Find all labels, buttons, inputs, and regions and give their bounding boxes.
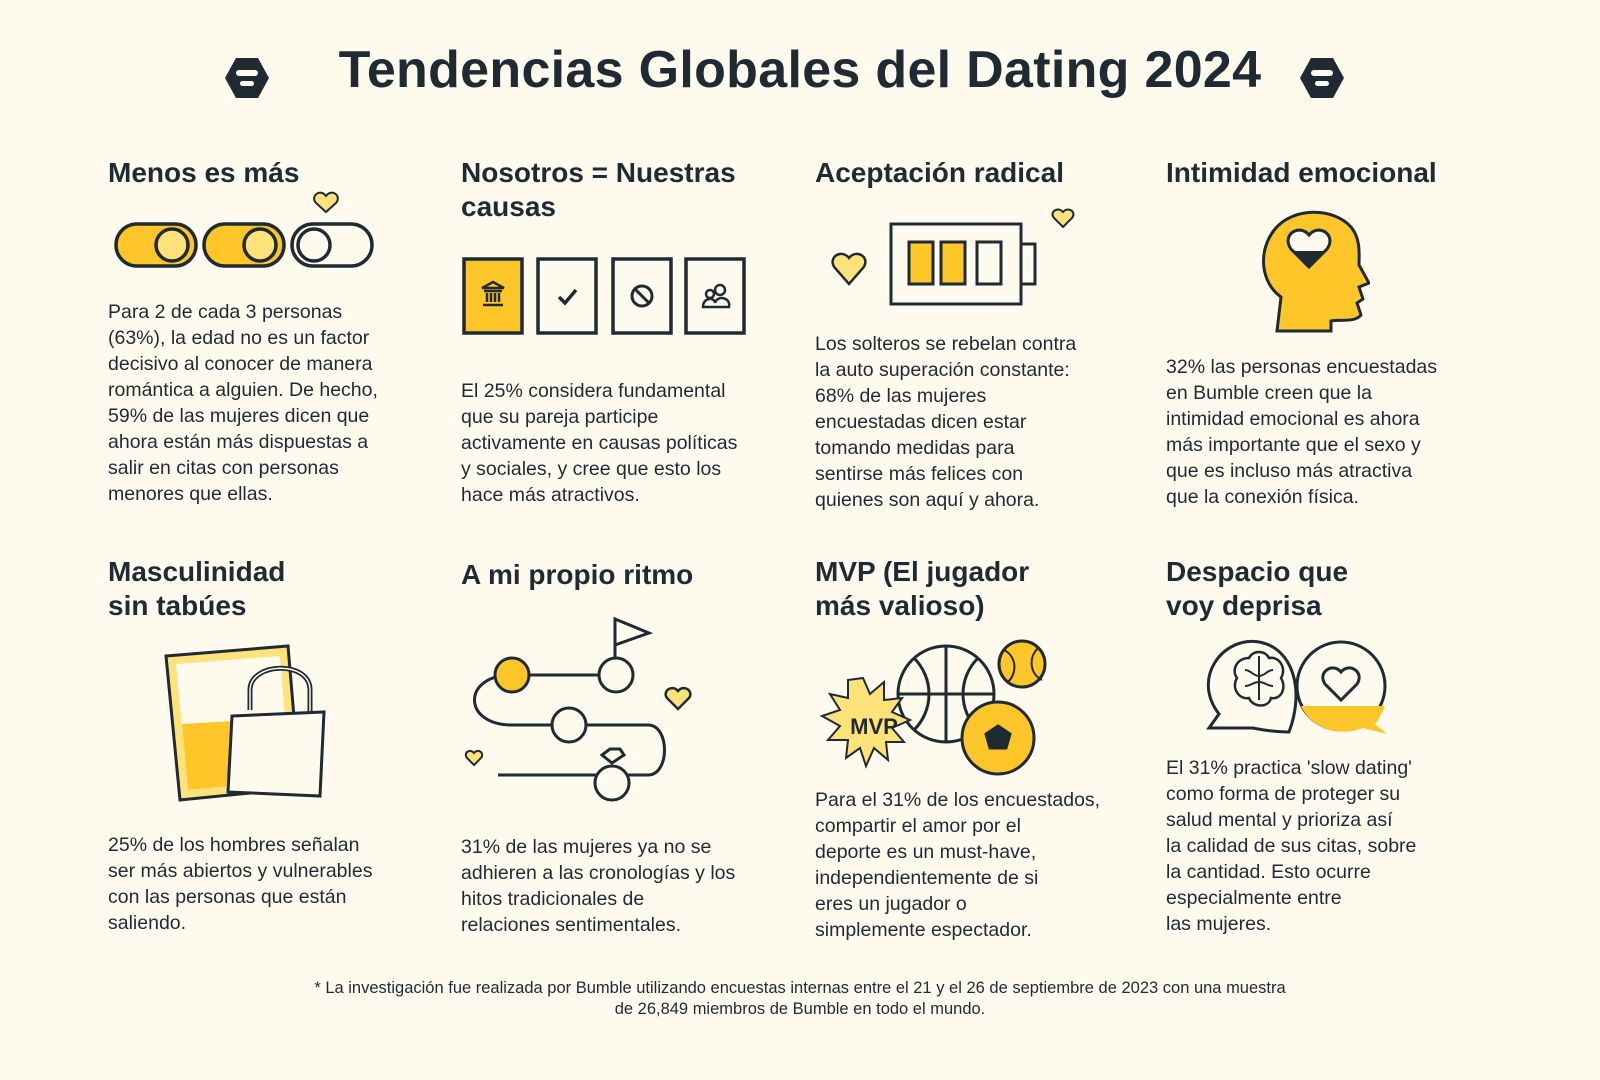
prohibited-icon — [630, 284, 654, 308]
group-icon — [701, 283, 731, 309]
brain-heart-bubbles-icon — [1206, 639, 1387, 734]
card-title-menos-es-mas: Menos es más — [108, 157, 300, 188]
sports-balls-icon: MVP — [819, 639, 1047, 776]
institution-icon — [481, 280, 505, 307]
winding-path-icon — [464, 616, 692, 802]
card-text-aceptacion: Los solteros se rebelan contra la auto s… — [815, 333, 1077, 511]
card-text-nosotros: El 25% considera fundamental que su pare… — [461, 380, 738, 506]
starburst-badge-icon — [819, 676, 913, 769]
footnote: * La investigación fue realizada por Bum… — [314, 979, 1286, 1018]
card-title-aceptacion: Aceptación radical — [815, 157, 1064, 188]
toggles-icon — [114, 191, 374, 268]
mvp-badge-label: MVP — [850, 714, 898, 739]
open-padlock-icon — [164, 644, 326, 802]
bumble-logo-icon — [1300, 58, 1344, 98]
card-title-ritmo: A mi propio ritmo — [461, 559, 694, 590]
card-text-menos-es-mas: Para 2 de cada 3 personas (63%), la edad… — [108, 301, 378, 505]
card-text-mvp: Para el 31% de los encuestados, comparti… — [815, 789, 1101, 941]
tennis-ball-icon — [997, 639, 1047, 689]
card-text-despacio: El 31% practica 'slow dating' como forma… — [1166, 757, 1417, 935]
check-icon — [557, 288, 578, 306]
bumble-logo-icon — [225, 58, 269, 98]
causes-cards-icon — [462, 257, 746, 335]
card-title-despacio: Despacio que voy deprisa — [1166, 556, 1349, 621]
battery-icon — [831, 208, 1075, 306]
page-title: Tendencias Globales del Dating 2024 — [338, 41, 1262, 99]
head-heart-icon — [1262, 210, 1370, 333]
card-title-intimidad: Intimidad emocional — [1166, 157, 1437, 188]
brain-icon — [1233, 650, 1285, 707]
card-text-ritmo: 31% de las mujeres ya no se adhieren a l… — [461, 836, 736, 936]
card-title-nosotros: Nosotros = Nuestras causas — [461, 157, 736, 222]
card-title-mvp: MVP (El jugador más valioso) — [815, 556, 1030, 621]
card-title-masculinidad: Masculinidad sin tabúes — [108, 556, 286, 621]
card-text-intimidad: 32% las personas encuestadas en Bumble c… — [1166, 356, 1438, 508]
card-text-masculinidad: 25% de los hombres señalan ser más abier… — [108, 834, 373, 934]
